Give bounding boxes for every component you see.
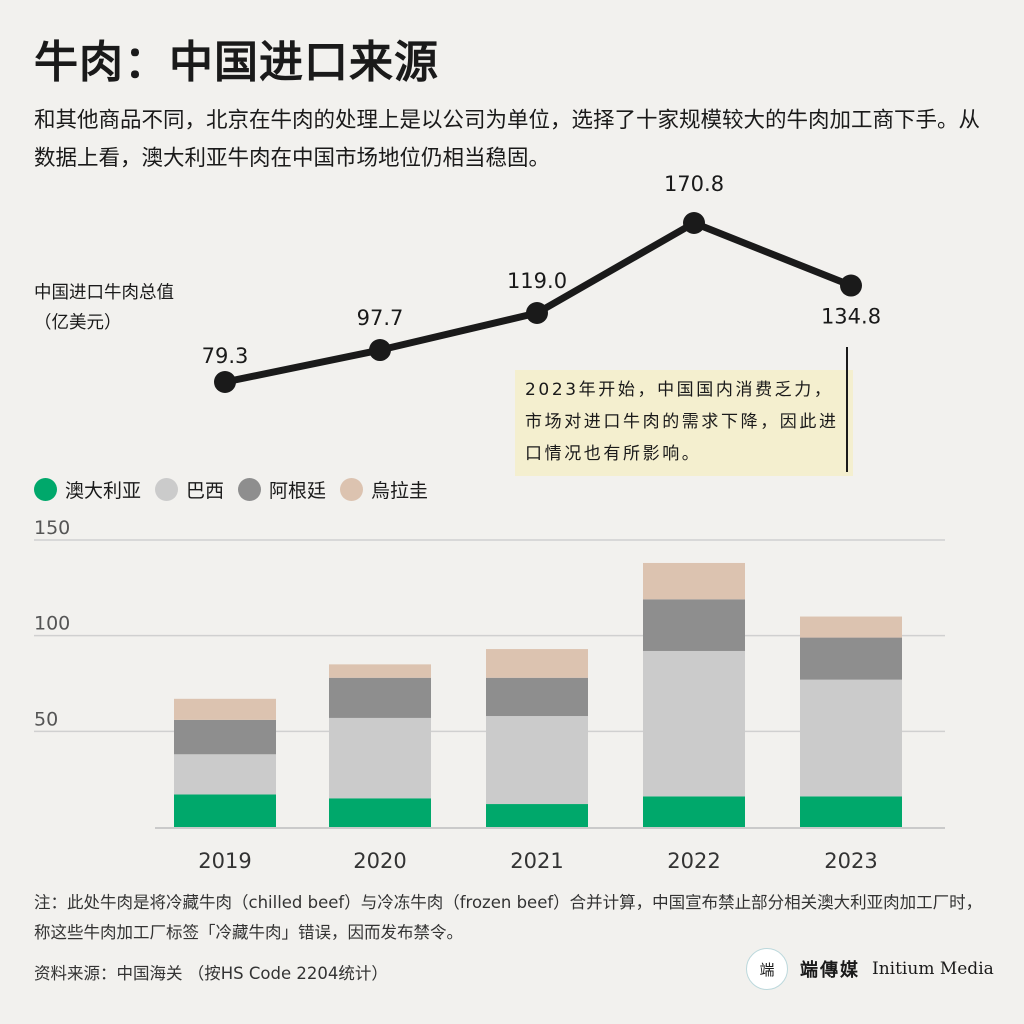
bar-segment	[174, 754, 276, 795]
line-point	[526, 302, 548, 325]
legend-swatch-australia	[34, 478, 57, 501]
brand-name-en: Initium Media	[872, 959, 994, 979]
bar-segment	[643, 796, 745, 827]
x-tick-label: 2019	[198, 849, 251, 873]
legend-item-uruguay: 烏拉圭	[340, 476, 428, 503]
bar-segment	[643, 562, 745, 600]
bar-segment	[486, 677, 588, 717]
x-tick-label: 2022	[667, 849, 720, 873]
bar-segment	[800, 679, 902, 797]
bar-segment	[329, 677, 431, 718]
legend-label-uruguay: 烏拉圭	[371, 480, 429, 502]
x-tick-label: 2020	[353, 849, 406, 873]
line-chart-label-unit: （亿美元）	[34, 313, 122, 333]
bar-segment	[800, 616, 902, 638]
bar-segment	[486, 716, 588, 805]
bar-segment	[174, 794, 276, 827]
bar-segment	[174, 719, 276, 755]
page-subtitle: 和其他商品不同，北京在牛肉的处理上是以公司为单位，选择了十家规模较大的牛肉加工商…	[34, 108, 981, 171]
y-tick-label: 100	[34, 613, 70, 635]
legend-swatch-uruguay	[340, 478, 364, 501]
brand: 端 端傳媒 Initium Media	[746, 948, 994, 990]
brand-name-zh: 端傳媒	[800, 960, 860, 981]
line-point	[683, 212, 705, 234]
line-data-label: 170.8	[664, 172, 724, 196]
line-data-label: 79.3	[202, 344, 249, 368]
legend: 澳大利亚 巴西 阿根廷 烏拉圭	[34, 476, 428, 503]
footnote: 注：此处牛肉是将冷藏牛肉（chilled beef）与冷冻牛肉（frozen b…	[34, 893, 983, 942]
annotation-rule	[846, 347, 848, 472]
legend-item-brazil: 巴西	[155, 476, 224, 503]
bar-segment	[174, 698, 276, 720]
bar-segment	[486, 804, 588, 827]
line-data-label: 119.0	[507, 269, 567, 293]
bar-segment	[329, 717, 431, 799]
data-source: 资料来源：中国海关 （按HS Code 2204统计）	[34, 964, 388, 983]
bar-segment	[643, 599, 745, 651]
line-chart-label: 中国进口牛肉总值 （亿美元）	[34, 278, 174, 338]
line-point	[840, 274, 862, 297]
legend-swatch-argentina	[238, 478, 262, 501]
bar-segment	[329, 798, 431, 827]
bar-chart-axis: 2019 2020 2021 2022 2023	[155, 827, 945, 873]
bar-segment	[643, 650, 745, 797]
legend-label-argentina: 阿根廷	[269, 480, 327, 502]
page-title: 牛肉：中国进口来源	[34, 37, 439, 88]
brand-logo: 端	[746, 948, 788, 990]
y-tick-label: 150	[34, 517, 70, 539]
line-chart: 79.3 97.7 119.0 170.8 134.8	[202, 172, 881, 393]
legend-label-brazil: 巴西	[186, 480, 225, 502]
legend-swatch-brazil	[155, 478, 179, 501]
x-tick-label: 2021	[510, 849, 563, 873]
bar-segment	[800, 796, 902, 827]
legend-item-argentina: 阿根廷	[238, 476, 326, 503]
bar-segment	[486, 649, 588, 678]
line-point	[214, 371, 236, 393]
annotation-box: 2023年开始，中国国内消费乏力，市场对进口牛肉的需求下降，因此进口情况也有所影…	[515, 370, 853, 476]
bar-chart	[174, 562, 902, 827]
bar-segment	[800, 637, 902, 680]
legend-item-australia: 澳大利亚	[34, 476, 141, 503]
bar-segment	[329, 664, 431, 678]
legend-label-australia: 澳大利亚	[65, 480, 142, 502]
line-chart-label-title: 中国进口牛肉总值	[34, 283, 174, 303]
line-point	[369, 339, 391, 362]
y-tick-label: 50	[34, 708, 58, 730]
line-data-label: 97.7	[357, 306, 404, 330]
line-data-label: 134.8	[821, 305, 881, 329]
x-tick-label: 2023	[824, 849, 877, 873]
